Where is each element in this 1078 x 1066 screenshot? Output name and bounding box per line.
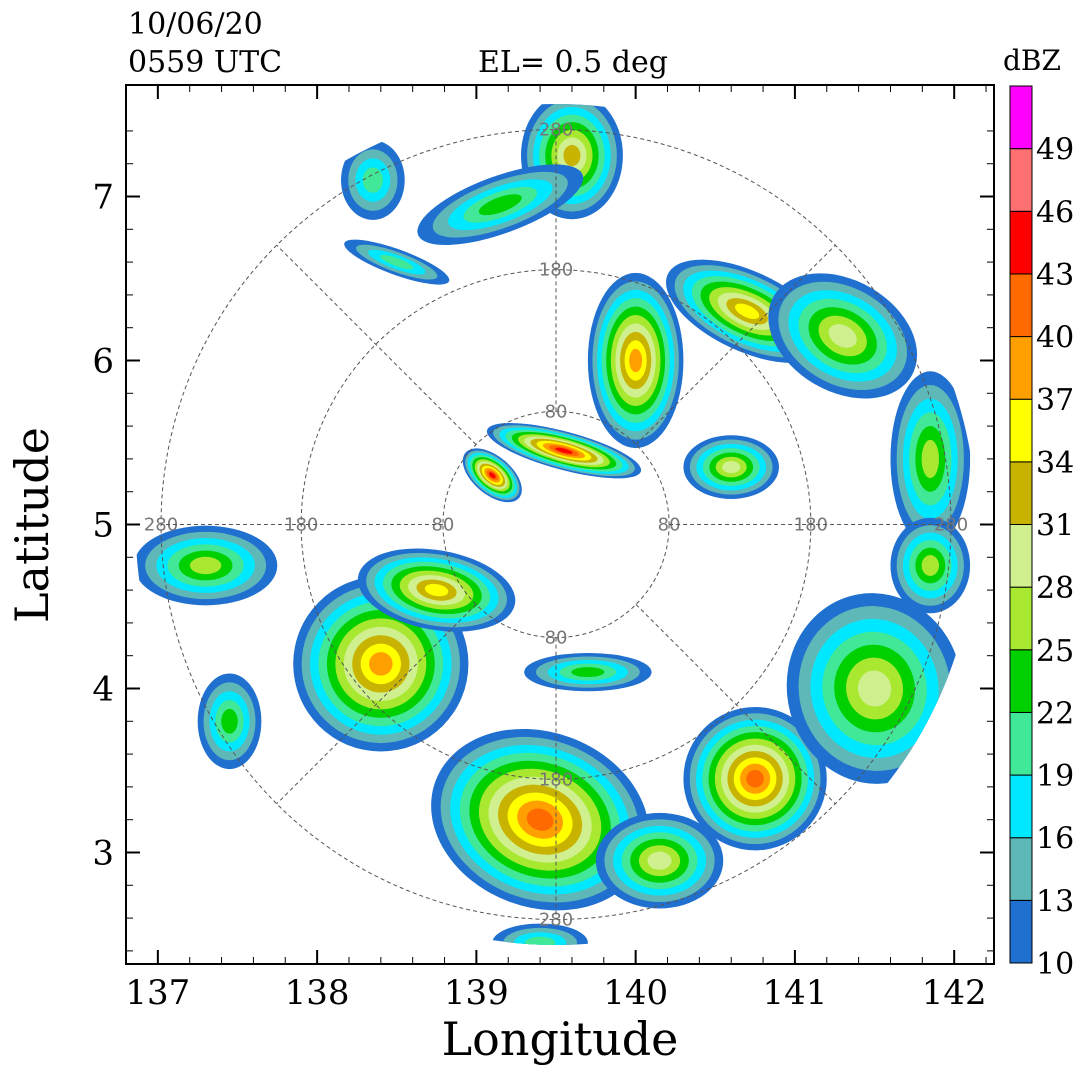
y-tick-label: 4 bbox=[92, 669, 114, 709]
echo-cell bbox=[683, 707, 827, 851]
echo-cell bbox=[768, 273, 918, 399]
colorbar-level-label: 43 bbox=[1036, 258, 1074, 293]
azimuth-line bbox=[635, 244, 836, 445]
azimuth-line bbox=[276, 604, 477, 805]
echo-contour bbox=[555, 447, 573, 454]
colorbar-unit-label: dBZ bbox=[1003, 44, 1061, 77]
echo-cell bbox=[341, 140, 405, 220]
echo-cell bbox=[486, 423, 642, 479]
echo-cell bbox=[524, 652, 652, 692]
colorbar-swatch bbox=[1009, 586, 1033, 651]
time-label: 0559 UTC bbox=[128, 45, 282, 80]
colorbar-level-label: 16 bbox=[1036, 822, 1074, 857]
colorbar-swatch bbox=[1009, 148, 1033, 212]
colorbar-level-label: 40 bbox=[1036, 321, 1074, 356]
colorbar-level-label: 25 bbox=[1036, 634, 1074, 669]
y-tick-label: 6 bbox=[92, 342, 114, 382]
colorbar-level-label: 28 bbox=[1036, 571, 1074, 606]
echo-contour bbox=[571, 667, 605, 678]
echo-contour bbox=[647, 851, 672, 870]
y-axis-label: Latitude bbox=[5, 427, 59, 623]
colorbar-level-label: 10 bbox=[1036, 947, 1074, 982]
echo-contour bbox=[746, 769, 764, 788]
colorbar-level-label: 49 bbox=[1036, 133, 1074, 168]
colorbar-swatch bbox=[1009, 85, 1033, 150]
range-ring-label: 80 bbox=[545, 401, 568, 422]
echo-cell bbox=[890, 517, 971, 614]
colorbar-level-label: 19 bbox=[1036, 759, 1074, 794]
axis-ticks: 137 138 139 140 141 142 3 4 5 6 7 bbox=[92, 85, 994, 1013]
echo-contour bbox=[189, 556, 222, 575]
echo-contour bbox=[629, 348, 643, 373]
echo-cell bbox=[587, 272, 684, 449]
colorbar-swatch bbox=[1009, 524, 1033, 588]
x-tick-label: 141 bbox=[762, 973, 827, 1013]
echo-cell bbox=[344, 239, 450, 285]
colorbar-swatch bbox=[1009, 398, 1033, 463]
colorbar: 10 13 16 19 22 25 28 31 34 37 40 43 46 49 bbox=[1009, 85, 1074, 982]
x-axis-label: Longitude bbox=[442, 1012, 679, 1066]
echo-contour bbox=[369, 652, 393, 676]
echo-cell bbox=[431, 728, 650, 911]
range-ring-label: 280 bbox=[539, 909, 573, 930]
echo-contour bbox=[563, 144, 581, 167]
colorbar-level-label: 37 bbox=[1036, 383, 1074, 418]
echo-cell bbox=[786, 593, 963, 784]
colorbar-swatch bbox=[1009, 711, 1033, 776]
echo-contour bbox=[488, 472, 496, 479]
echo-contour bbox=[424, 583, 449, 597]
echo-cell bbox=[357, 548, 516, 632]
echo-contour bbox=[380, 254, 414, 270]
echo-contour bbox=[478, 194, 522, 216]
echo-cell bbox=[197, 673, 262, 770]
echo-cell bbox=[595, 812, 724, 909]
y-tick-label: 3 bbox=[92, 833, 114, 873]
echo-contour bbox=[221, 708, 238, 734]
elevation-label: EL= 0.5 deg bbox=[478, 45, 668, 80]
x-tick-label: 137 bbox=[125, 973, 190, 1013]
x-tick-label: 138 bbox=[285, 973, 350, 1013]
colorbar-swatch bbox=[1009, 210, 1033, 275]
colorbar-swatch bbox=[1009, 899, 1033, 964]
echo-contour bbox=[735, 303, 760, 320]
echo-cell bbox=[462, 448, 522, 503]
colorbar-level-label: 34 bbox=[1036, 446, 1074, 481]
colorbar-level-label: 31 bbox=[1036, 509, 1074, 544]
colorbar-swatch bbox=[1009, 649, 1033, 713]
colorbar-level-label: 13 bbox=[1036, 884, 1074, 919]
echo-contour bbox=[722, 461, 741, 474]
x-tick-label: 139 bbox=[444, 973, 509, 1013]
echo-contour bbox=[362, 167, 383, 193]
colorbar-level-label: 22 bbox=[1036, 696, 1074, 731]
colorbar-swatch bbox=[1009, 273, 1033, 338]
colorbar-swatch bbox=[1009, 774, 1033, 839]
azimuth-line bbox=[635, 604, 836, 805]
echo-contour bbox=[921, 439, 940, 479]
echo-contour bbox=[524, 936, 556, 945]
echo-contour bbox=[526, 808, 554, 831]
reflectivity-echoes bbox=[135, 104, 971, 945]
echo-contour bbox=[857, 670, 892, 707]
colorbar-swatch bbox=[1009, 461, 1033, 526]
y-tick-label: 5 bbox=[92, 506, 114, 546]
echo-cell bbox=[135, 525, 278, 606]
x-tick-label: 142 bbox=[922, 973, 987, 1013]
azimuth-line bbox=[276, 244, 477, 445]
echo-contour bbox=[921, 555, 940, 576]
x-tick-label: 140 bbox=[603, 973, 668, 1013]
date-label: 10/06/20 bbox=[128, 7, 263, 42]
echo-cell bbox=[492, 923, 588, 945]
echo-contour bbox=[828, 324, 857, 348]
y-tick-label: 7 bbox=[92, 178, 114, 218]
echo-cell bbox=[417, 164, 584, 246]
echo-cell bbox=[683, 435, 779, 499]
colorbar-level-label: 46 bbox=[1036, 195, 1074, 230]
colorbar-swatch bbox=[1009, 336, 1033, 400]
colorbar-swatch bbox=[1009, 837, 1033, 901]
